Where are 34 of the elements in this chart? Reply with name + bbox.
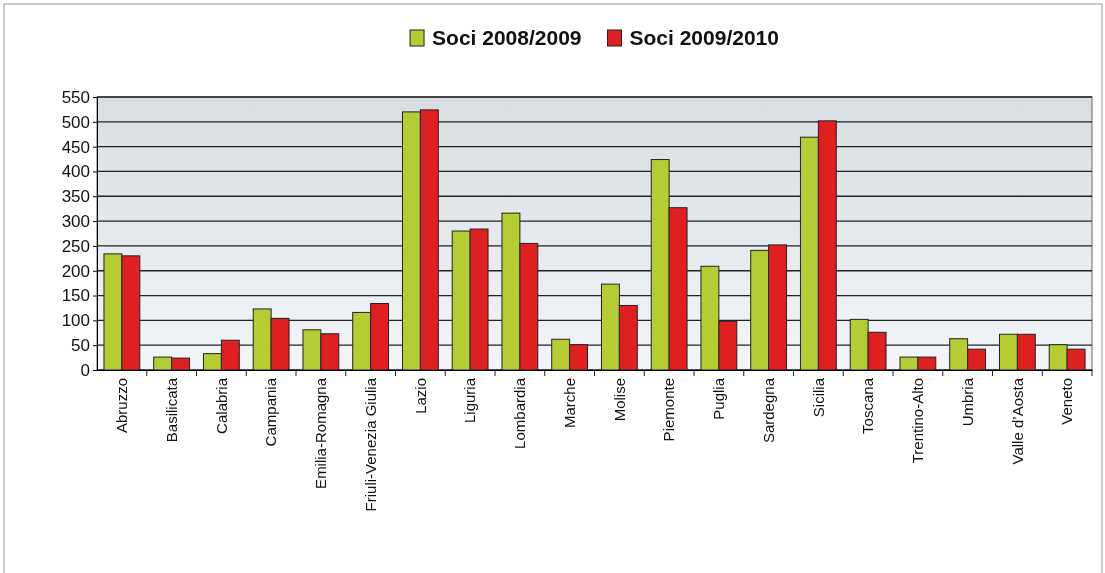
x-tick-label: Calabria xyxy=(212,377,230,434)
x-tick-label: Umbria xyxy=(958,377,976,427)
legend-label: Soci 2008/2009 xyxy=(432,26,582,49)
x-tick-label: Marche xyxy=(560,378,578,429)
y-tick-label: 450 xyxy=(61,137,90,157)
x-tick-label: Puglia xyxy=(710,377,728,420)
x-tick-label: Friuli-Venezia Giulia xyxy=(361,377,379,512)
y-tick-label: 250 xyxy=(61,236,90,256)
x-tick-label: Liguria xyxy=(461,377,479,424)
y-tick-label: 100 xyxy=(61,311,90,331)
x-tick-label: Veneto xyxy=(1058,378,1076,425)
y-tick-label: 200 xyxy=(61,261,90,281)
x-tick-label: Sardegna xyxy=(759,377,777,444)
legend-label: Soci 2009/2010 xyxy=(629,26,779,49)
y-tick-label: 550 xyxy=(61,87,90,107)
x-tick-label: Lazio xyxy=(411,378,429,414)
y-tick-label: 0 xyxy=(80,360,90,380)
x-tick-label: Campania xyxy=(262,377,280,447)
y-tick-label: 300 xyxy=(61,212,90,232)
x-tick-label: Toscana xyxy=(859,377,877,434)
x-tick-label: Lombardia xyxy=(511,377,529,449)
x-tick-label: Basilicata xyxy=(162,377,180,443)
x-tick-label: Abruzzo xyxy=(113,378,131,434)
x-tick-label: Emilia-Romagna xyxy=(312,377,330,489)
x-tick-label: Trentino-Alto xyxy=(909,378,927,464)
y-tick-label: 500 xyxy=(61,112,90,132)
x-tick-label: Molise xyxy=(610,378,628,422)
y-tick-label: 50 xyxy=(71,336,90,356)
y-tick-label: 400 xyxy=(61,162,90,182)
y-tick-label: 150 xyxy=(61,286,90,306)
x-tick-label: Valle d’Aosta xyxy=(1008,377,1026,465)
x-tick-label: Piemonte xyxy=(660,378,678,442)
x-tick-label: Sicilia xyxy=(809,377,827,418)
y-tick-label: 350 xyxy=(61,187,90,207)
